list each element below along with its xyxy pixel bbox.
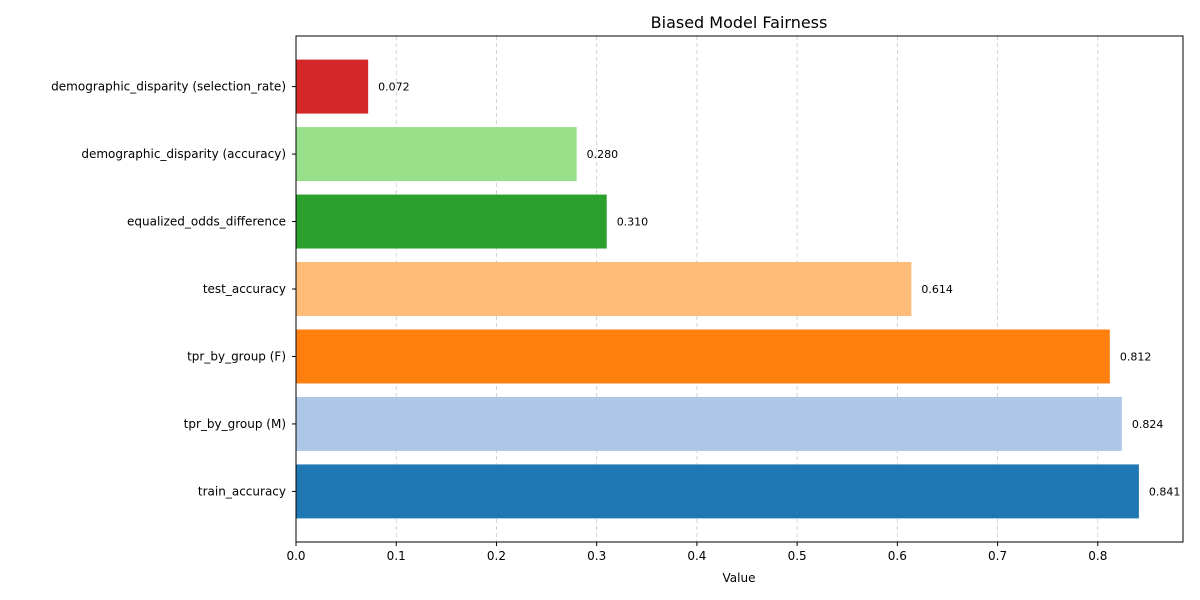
y-tick-label: equalized_odds_difference xyxy=(127,215,286,229)
plot-frame xyxy=(295,35,1184,543)
bar-value-label: 0.280 xyxy=(587,148,619,161)
bar xyxy=(296,464,1139,519)
y-tick-label: tpr_by_group (M) xyxy=(184,417,286,431)
x-tick-label: 0.6 xyxy=(888,549,907,563)
x-ticks: 0.0 0.1 0.2 0.3 0.4 0.5 0.6 0.7 0.8 xyxy=(286,542,1107,563)
x-tick-label: 0.5 xyxy=(788,549,807,563)
x-tick-label: 0.2 xyxy=(487,549,506,563)
y-tick-label: demographic_disparity (accuracy) xyxy=(81,147,286,161)
y-tick-label: train_accuracy xyxy=(198,484,286,498)
bars xyxy=(296,59,1139,519)
bar xyxy=(296,329,1110,384)
bar-value-label: 0.841 xyxy=(1149,485,1181,498)
bar-value-label: 0.310 xyxy=(617,216,649,229)
chart-title: Biased Model Fairness xyxy=(651,13,828,32)
x-tick-label: 0.8 xyxy=(1088,549,1107,563)
bar xyxy=(296,262,912,316)
data-labels: 0.841 0.824 0.812 0.614 0.310 0.280 0.072 xyxy=(378,81,1180,499)
x-tick-label: 0.4 xyxy=(687,549,706,563)
bar-value-label: 0.812 xyxy=(1120,350,1152,363)
bar xyxy=(296,59,369,114)
bar-value-label: 0.072 xyxy=(378,81,410,94)
x-tick-label: 0.3 xyxy=(587,549,606,563)
x-axis-label: Value xyxy=(723,571,756,585)
bar xyxy=(296,127,577,182)
x-tick-label: 0.7 xyxy=(988,549,1007,563)
y-tick-label: test_accuracy xyxy=(203,282,286,296)
bar-value-label: 0.824 xyxy=(1132,418,1164,431)
x-tick-label: 0.0 xyxy=(286,549,305,563)
y-tick-label: tpr_by_group (F) xyxy=(187,349,286,363)
y-tick-label: demographic_disparity (selection_rate) xyxy=(51,80,286,94)
x-tick-label: 0.1 xyxy=(387,549,406,563)
bar-value-label: 0.614 xyxy=(921,283,953,296)
y-tick-labels: train_accuracy tpr_by_group (M) tpr_by_gro… xyxy=(51,80,296,498)
bar xyxy=(296,396,1122,451)
bar xyxy=(296,194,607,249)
